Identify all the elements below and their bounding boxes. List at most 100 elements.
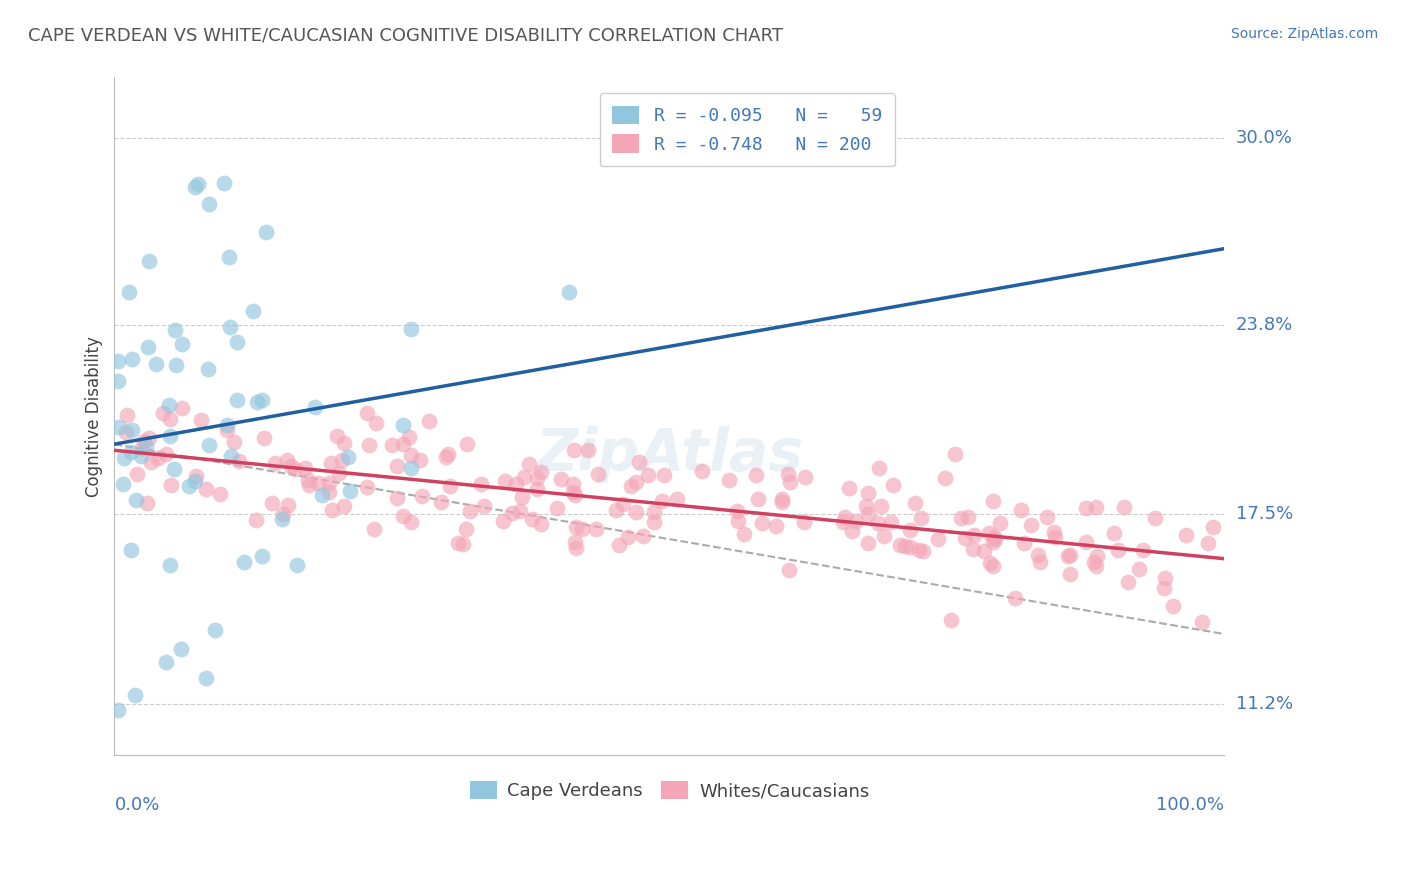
Point bbox=[963, 528, 986, 542]
Point bbox=[911, 544, 934, 558]
Point bbox=[263, 456, 285, 470]
Point bbox=[159, 412, 181, 426]
Point bbox=[988, 516, 1011, 531]
Point bbox=[1083, 555, 1105, 569]
Point bbox=[979, 557, 1001, 571]
Point bbox=[856, 486, 879, 500]
Text: 0.0%: 0.0% bbox=[114, 796, 160, 814]
Point bbox=[627, 455, 650, 469]
Point bbox=[436, 447, 458, 461]
Point bbox=[121, 351, 143, 366]
Point bbox=[845, 514, 868, 528]
Point bbox=[565, 520, 588, 534]
Point bbox=[1085, 558, 1108, 573]
Point bbox=[546, 501, 568, 516]
Point bbox=[834, 509, 856, 524]
Point bbox=[339, 483, 361, 498]
Point bbox=[204, 623, 226, 637]
Point bbox=[163, 323, 186, 337]
Point bbox=[1175, 528, 1198, 542]
Point bbox=[451, 537, 474, 551]
Point bbox=[197, 438, 219, 452]
Point bbox=[908, 543, 931, 558]
Point bbox=[856, 507, 879, 521]
Point bbox=[733, 527, 755, 541]
Point bbox=[1144, 511, 1167, 525]
Point bbox=[1042, 525, 1064, 540]
Point bbox=[530, 466, 553, 480]
Point bbox=[1132, 543, 1154, 558]
Point bbox=[526, 471, 548, 485]
Point bbox=[226, 392, 249, 407]
Point bbox=[311, 488, 333, 502]
Point bbox=[399, 322, 422, 336]
Point bbox=[337, 450, 360, 465]
Point bbox=[624, 505, 647, 519]
Point bbox=[981, 535, 1004, 549]
Point bbox=[392, 418, 415, 433]
Point bbox=[631, 529, 654, 543]
Point bbox=[513, 470, 536, 484]
Point bbox=[609, 538, 631, 552]
Point bbox=[159, 558, 181, 573]
Point bbox=[245, 513, 267, 527]
Point bbox=[957, 510, 980, 524]
Point bbox=[526, 482, 548, 496]
Point bbox=[225, 334, 247, 349]
Point bbox=[983, 530, 1005, 544]
Point bbox=[571, 522, 593, 536]
Point bbox=[934, 471, 956, 485]
Point bbox=[170, 337, 193, 351]
Point bbox=[385, 458, 408, 473]
Point bbox=[136, 496, 159, 510]
Point bbox=[434, 450, 457, 465]
Point bbox=[157, 399, 180, 413]
Point bbox=[136, 340, 159, 354]
Point bbox=[215, 417, 238, 432]
Point bbox=[838, 482, 860, 496]
Point bbox=[868, 461, 890, 475]
Point bbox=[194, 671, 217, 685]
Point bbox=[494, 474, 516, 488]
Point bbox=[145, 357, 167, 371]
Point bbox=[984, 532, 1007, 546]
Point bbox=[118, 285, 141, 299]
Point bbox=[165, 358, 187, 372]
Point bbox=[652, 468, 675, 483]
Point bbox=[195, 482, 218, 496]
Point bbox=[250, 549, 273, 563]
Point bbox=[298, 478, 321, 492]
Point bbox=[950, 511, 973, 525]
Point bbox=[250, 392, 273, 407]
Point bbox=[894, 539, 917, 553]
Point bbox=[321, 502, 343, 516]
Point bbox=[330, 452, 353, 467]
Point bbox=[561, 484, 583, 499]
Point bbox=[779, 475, 801, 489]
Point bbox=[212, 177, 235, 191]
Point bbox=[889, 538, 911, 552]
Point bbox=[363, 522, 385, 536]
Point bbox=[520, 512, 543, 526]
Point bbox=[233, 556, 256, 570]
Point bbox=[219, 449, 242, 463]
Point bbox=[218, 250, 240, 264]
Point bbox=[529, 517, 551, 532]
Point bbox=[141, 455, 163, 469]
Point bbox=[458, 504, 481, 518]
Point bbox=[280, 459, 302, 474]
Point bbox=[321, 456, 343, 470]
Point bbox=[242, 304, 264, 318]
Point bbox=[643, 515, 665, 529]
Point bbox=[564, 535, 586, 549]
Point bbox=[284, 461, 307, 475]
Point bbox=[1059, 567, 1081, 582]
Point bbox=[318, 475, 340, 490]
Point bbox=[121, 423, 143, 437]
Point bbox=[456, 437, 478, 451]
Point bbox=[333, 499, 356, 513]
Point bbox=[254, 225, 277, 239]
Point bbox=[120, 543, 142, 558]
Point bbox=[107, 374, 129, 388]
Point bbox=[1153, 581, 1175, 595]
